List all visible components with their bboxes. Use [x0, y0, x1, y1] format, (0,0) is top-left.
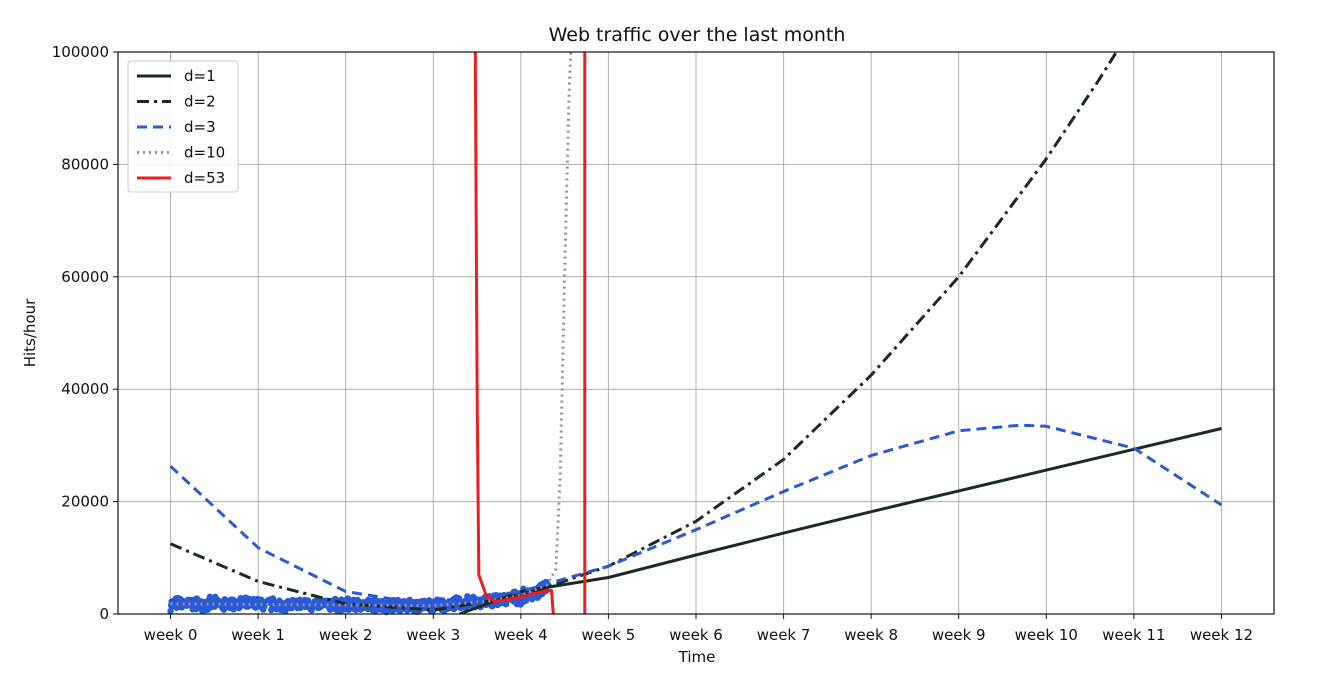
y-tick-label: 40000 — [61, 380, 109, 398]
x-tick-label: week 12 — [1190, 626, 1253, 644]
x-axis: week 0 week 1 week 2 week 3 week 4 week 5 week… — [144, 614, 1253, 644]
y-axis: 0 20000 40000 60000 80000 100000 — [52, 43, 118, 623]
series-line-d-53 — [473, 52, 555, 614]
scatter-points — [167, 578, 551, 616]
x-tick-label: week 2 — [319, 626, 373, 644]
series-lines — [169, 52, 1223, 614]
legend-label: d=10 — [184, 144, 225, 162]
y-tick-label: 100000 — [52, 43, 109, 61]
y-tick-label: 20000 — [61, 493, 109, 511]
legend-label: d=2 — [184, 93, 216, 111]
legend-label: d=3 — [184, 118, 216, 136]
series-line-d-1 — [458, 427, 1222, 614]
x-tick-label: week 11 — [1102, 626, 1165, 644]
x-tick-label: week 6 — [669, 626, 723, 644]
y-tick-label: 80000 — [61, 155, 109, 173]
y-tick-label: 0 — [99, 605, 109, 623]
legend-label: d=1 — [184, 67, 216, 85]
chart-title: Web traffic over the last month — [549, 24, 846, 46]
legend-label: d=53 — [184, 169, 225, 187]
legend: d=1 d=2 d=3 d=10 d=53 — [127, 60, 239, 193]
y-tick-label: 60000 — [61, 268, 109, 286]
scatter-point — [167, 607, 174, 615]
x-tick-label: week 0 — [144, 626, 198, 644]
series-line-d-3 — [169, 423, 1223, 608]
x-tick-label: week 1 — [231, 626, 285, 644]
x-tick-label: week 5 — [582, 626, 636, 644]
legend-box — [127, 60, 239, 193]
y-axis-label: Hits/hour — [21, 298, 39, 367]
x-tick-label: week 9 — [932, 626, 986, 644]
x-tick-label: week 8 — [844, 626, 898, 644]
x-tick-label: week 3 — [406, 626, 460, 644]
x-tick-label: week 4 — [494, 626, 548, 644]
series-line-d-2 — [169, 52, 1118, 612]
x-tick-label: week 7 — [757, 626, 811, 644]
x-tick-label: week 10 — [1015, 626, 1078, 644]
x-axis-label: Time — [678, 648, 716, 666]
